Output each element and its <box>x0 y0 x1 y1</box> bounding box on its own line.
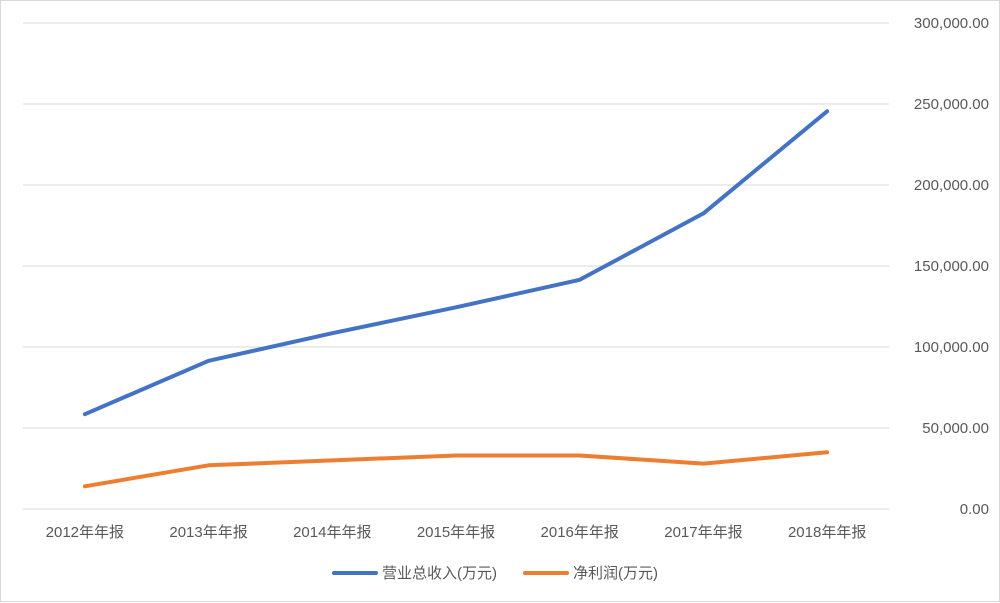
series-line-1 <box>85 111 827 414</box>
gridlines <box>23 23 889 509</box>
legend-label: 营业总收入(万元) <box>382 565 497 582</box>
y-axis-tick-labels: 0.00 50,000.00 100,000.00 150,000.00 200,000… <box>914 15 989 518</box>
y-tick-label: 150,000.00 <box>914 258 989 275</box>
legend-label: 净利润(万元) <box>573 565 658 582</box>
legend: 营业总收入(万元) 净利润(万元) <box>334 565 658 582</box>
legend-item-2: 净利润(万元) <box>525 565 658 582</box>
y-tick-label: 300,000.00 <box>914 15 989 32</box>
x-tick-label: 2012年年报 <box>46 524 124 541</box>
x-axis-tick-labels: 2012年年报 2013年年报 2014年年报 2015年年报 2016年年报 2017年… <box>46 524 867 541</box>
y-tick-label: 50,000.00 <box>922 420 989 437</box>
y-tick-label: 0.00 <box>960 501 989 518</box>
legend-item-1: 营业总收入(万元) <box>334 565 497 582</box>
x-tick-label: 2016年年报 <box>541 524 619 541</box>
y-tick-label: 200,000.00 <box>914 177 989 194</box>
series-line-2 <box>85 452 827 486</box>
x-tick-label: 2013年年报 <box>169 524 247 541</box>
y-tick-label: 100,000.00 <box>914 339 989 356</box>
x-tick-label: 2014年年报 <box>293 524 371 541</box>
y-tick-label: 250,000.00 <box>914 96 989 113</box>
x-tick-label: 2015年年报 <box>417 524 495 541</box>
series-lines <box>85 111 827 486</box>
x-tick-label: 2018年年报 <box>788 524 866 541</box>
x-tick-label: 2017年年报 <box>664 524 742 541</box>
